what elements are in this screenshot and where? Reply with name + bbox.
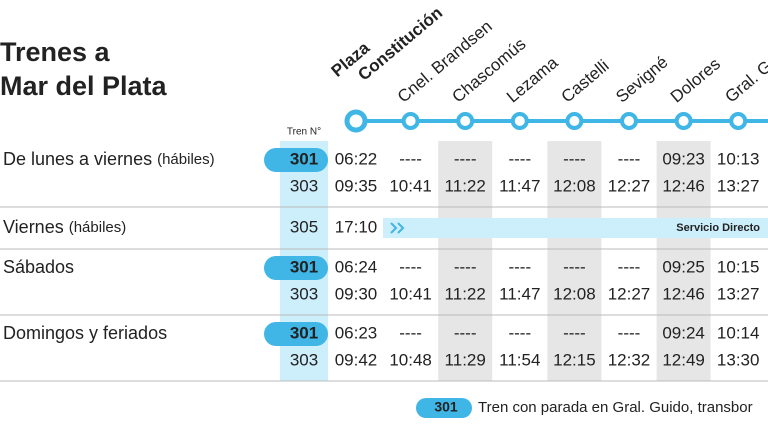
station-dot — [510, 112, 529, 130]
time: ---- — [508, 323, 531, 342]
time: 11:22 — [445, 284, 486, 303]
time: 17:10 — [335, 217, 378, 236]
time: 10:41 — [389, 284, 432, 303]
time: ---- — [454, 323, 477, 342]
time: 12:46 — [662, 176, 705, 195]
time: 09:30 — [335, 284, 378, 303]
time: 13:27 — [717, 284, 760, 303]
time: 10:14 — [717, 323, 760, 342]
service-bar — [383, 218, 768, 238]
time: 11:22 — [445, 176, 486, 195]
time: 12:08 — [553, 176, 596, 195]
time: ---- — [399, 257, 422, 276]
highlight-pill — [264, 322, 328, 346]
time: 13:30 — [717, 350, 760, 369]
station-label: Castelli — [558, 56, 613, 106]
time: 10:15 — [717, 257, 760, 276]
train-number: 301 — [290, 323, 318, 342]
time: 10:13 — [717, 149, 760, 168]
time: ---- — [563, 323, 586, 342]
train-number: 303 — [290, 284, 318, 303]
time: ---- — [618, 149, 641, 168]
shaded-column — [547, 141, 602, 381]
time: 10:41 — [389, 176, 432, 195]
station-dot — [401, 112, 420, 130]
station-dot — [674, 112, 693, 130]
row-label: Viernes (hábiles) — [3, 217, 126, 237]
time: 11:47 — [499, 176, 540, 195]
service-label: Servicio Directo — [676, 222, 760, 234]
time: 09:35 — [335, 176, 378, 195]
station-name: Sevigné — [612, 52, 671, 106]
row-label-text: De lunes a viernes — [3, 149, 152, 169]
time: 12:08 — [553, 284, 596, 303]
station-dot — [565, 112, 584, 130]
time: 12:46 — [662, 284, 705, 303]
time: 09:25 — [662, 257, 705, 276]
train-header: Tren N° — [287, 127, 321, 138]
row-label-note: (hábiles) — [157, 151, 215, 168]
station-dot — [344, 109, 368, 133]
station-dot — [456, 112, 475, 130]
row-label: Domingos y feriados — [3, 323, 167, 343]
shaded-column — [438, 141, 493, 381]
highlight-pill — [264, 256, 328, 280]
row-label: De lunes a viernes (hábiles) — [3, 149, 215, 169]
legend-badge-text: 301 — [434, 399, 458, 415]
station-label: Dolores — [667, 54, 724, 106]
station-label: Gral. G — [721, 57, 768, 107]
chevrons — [390, 222, 405, 234]
row-label-text: Viernes — [3, 217, 64, 237]
time: 11:47 — [499, 284, 540, 303]
train-number: 305 — [290, 217, 318, 236]
title: Trenes a — [0, 37, 111, 67]
time: ---- — [399, 323, 422, 342]
time: ---- — [618, 323, 641, 342]
time: ---- — [618, 257, 641, 276]
station-label: Sevigné — [612, 52, 671, 106]
time: 12:49 — [662, 350, 705, 369]
time: 09:23 — [662, 149, 705, 168]
time: 06:23 — [335, 323, 378, 342]
time: 06:22 — [335, 149, 378, 168]
time: 10:48 — [389, 350, 432, 369]
station-name: Castelli — [558, 56, 613, 106]
time: 06:24 — [335, 257, 378, 276]
train-number: 303 — [290, 176, 318, 195]
title: Mar del Plata — [0, 71, 168, 101]
time: 09:42 — [335, 350, 378, 369]
time: 12:15 — [553, 350, 596, 369]
time: 12:27 — [608, 176, 651, 195]
train-number: 301 — [290, 149, 318, 168]
time: ---- — [563, 257, 586, 276]
time: 09:24 — [662, 323, 705, 342]
time: ---- — [508, 257, 531, 276]
row-label: Sábados — [3, 257, 74, 277]
highlight-pill — [264, 148, 328, 172]
time: ---- — [454, 149, 477, 168]
time: 13:27 — [717, 176, 760, 195]
time: 11:29 — [445, 350, 486, 369]
time: 12:27 — [608, 284, 651, 303]
station-name: Gral. G — [721, 57, 768, 107]
time: ---- — [563, 149, 586, 168]
train-number: 301 — [290, 257, 318, 276]
train-number: 303 — [290, 350, 318, 369]
legend-badge — [416, 398, 472, 418]
legend-text: Tren con parada en Gral. Guido, transbor — [478, 399, 753, 416]
time: ---- — [399, 149, 422, 168]
time: 12:32 — [608, 350, 651, 369]
station-dot — [620, 112, 638, 130]
time: ---- — [508, 149, 531, 168]
station-name: Dolores — [667, 54, 724, 106]
time: ---- — [454, 257, 477, 276]
shaded-column — [656, 141, 711, 381]
row-label-text: Domingos y feriados — [3, 323, 167, 343]
time: 11:54 — [499, 350, 540, 369]
row-label-text: Sábados — [3, 257, 74, 277]
station-dot — [729, 112, 748, 130]
row-label-note: (hábiles) — [69, 219, 127, 236]
